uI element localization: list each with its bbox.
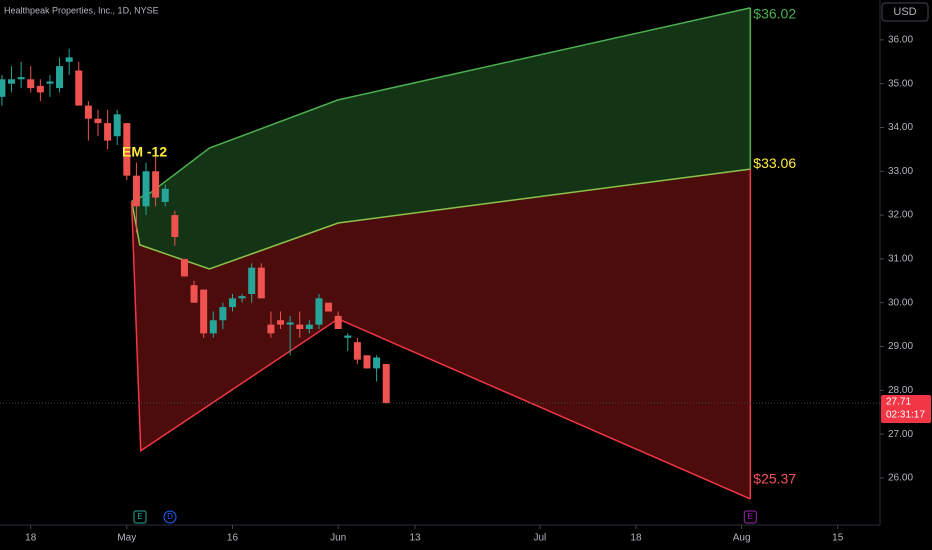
candle-body bbox=[36, 85, 44, 93]
event-marker: E bbox=[137, 512, 142, 521]
annotation: $33.06 bbox=[753, 155, 796, 171]
x-tick-label: Jun bbox=[330, 533, 346, 544]
candle-body bbox=[0, 79, 6, 97]
currency-box[interactable] bbox=[881, 2, 929, 22]
x-tick-label: 16 bbox=[227, 533, 239, 544]
x-tick-label: 18 bbox=[25, 533, 37, 544]
x-tick-label: Aug bbox=[733, 533, 751, 544]
candle-body bbox=[296, 324, 304, 329]
candle-body bbox=[142, 171, 150, 207]
lower-area bbox=[131, 169, 751, 499]
y-tick-label: 26.00 bbox=[888, 473, 913, 484]
event-marker-box[interactable] bbox=[133, 510, 147, 524]
event-marker-box[interactable] bbox=[163, 510, 177, 524]
candle-body bbox=[152, 171, 160, 198]
annotation: EM -12 bbox=[122, 144, 167, 160]
cone-line bbox=[130, 201, 751, 500]
x-tick-label: 15 bbox=[832, 533, 844, 544]
candle-body bbox=[75, 70, 83, 106]
y-tick-label: 36.00 bbox=[888, 35, 913, 46]
candle-body bbox=[228, 298, 236, 308]
candle-body bbox=[46, 81, 54, 84]
cone-line bbox=[130, 168, 751, 270]
candle-body bbox=[104, 123, 112, 141]
candle-body bbox=[305, 324, 313, 329]
y-tick-label: 34.00 bbox=[888, 122, 913, 133]
y-tick-label: 28.00 bbox=[888, 385, 913, 396]
x-tick-label: May bbox=[117, 533, 136, 544]
x-tick-label: Jul bbox=[534, 533, 547, 544]
candle-body bbox=[200, 289, 208, 334]
candle-body bbox=[171, 215, 179, 238]
x-tick-label: 18 bbox=[630, 533, 642, 544]
y-tick-label: 30.00 bbox=[888, 297, 913, 308]
candle-body bbox=[94, 118, 102, 124]
annotation: $25.37 bbox=[753, 471, 796, 487]
y-tick-label: 31.00 bbox=[888, 254, 913, 265]
candle-body bbox=[267, 324, 275, 334]
candle-body bbox=[334, 315, 342, 329]
y-tick-label: 29.00 bbox=[888, 341, 913, 352]
y-tick-label: 33.00 bbox=[888, 166, 913, 177]
candle-body bbox=[190, 285, 198, 303]
chart-title: Healthpeak Properties, Inc., 1D, NYSE bbox=[4, 5, 159, 15]
candle-body bbox=[27, 79, 35, 89]
plot-area bbox=[0, 7, 752, 500]
candle-body bbox=[286, 322, 294, 325]
y-tick-label: 35.00 bbox=[888, 78, 913, 89]
candle-body bbox=[373, 357, 381, 369]
annotation: $36.02 bbox=[753, 6, 796, 22]
candle-body bbox=[84, 105, 92, 119]
last-price-label: 27.71 bbox=[886, 397, 911, 408]
candle-body bbox=[65, 57, 73, 62]
candle-body bbox=[161, 188, 169, 202]
y-tick-label: 27.00 bbox=[888, 429, 913, 440]
y-tick-label: 32.00 bbox=[888, 210, 913, 221]
candle-body bbox=[363, 355, 371, 369]
candle-body bbox=[113, 114, 121, 137]
candle-body bbox=[353, 342, 361, 360]
candle-body bbox=[382, 364, 390, 404]
candle-body bbox=[123, 123, 131, 176]
candle-body bbox=[209, 320, 217, 334]
event-marker: E bbox=[748, 512, 753, 521]
candle-body bbox=[238, 296, 246, 299]
candle-body bbox=[132, 175, 140, 207]
candle-body bbox=[219, 307, 227, 321]
candle-body bbox=[248, 267, 256, 294]
candle-body bbox=[315, 298, 323, 325]
candle-body bbox=[17, 77, 25, 80]
event-marker-box[interactable] bbox=[743, 510, 757, 524]
candle-body bbox=[257, 267, 265, 299]
candle-body bbox=[277, 320, 285, 325]
candle-body bbox=[325, 302, 333, 312]
candle-body bbox=[180, 258, 188, 277]
event-marker: D bbox=[167, 512, 173, 521]
currency: USD bbox=[893, 6, 916, 18]
candle-body bbox=[344, 335, 352, 338]
x-tick-label: 13 bbox=[409, 533, 421, 544]
upper-area bbox=[131, 7, 751, 269]
countdown: 02:31:17 bbox=[886, 410, 925, 421]
last-price-box bbox=[881, 395, 931, 424]
candle-body bbox=[56, 66, 64, 89]
candle-body bbox=[8, 79, 16, 84]
